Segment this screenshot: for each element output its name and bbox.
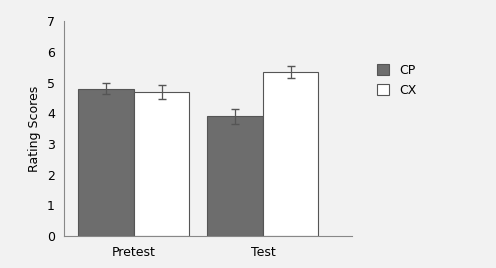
Bar	[207, 116, 263, 236]
Legend: CP, CX: CP, CX	[373, 60, 420, 101]
Y-axis label: Rating Scores: Rating Scores	[28, 85, 41, 172]
Bar	[134, 92, 189, 236]
Bar	[263, 72, 318, 236]
Bar	[78, 89, 134, 236]
